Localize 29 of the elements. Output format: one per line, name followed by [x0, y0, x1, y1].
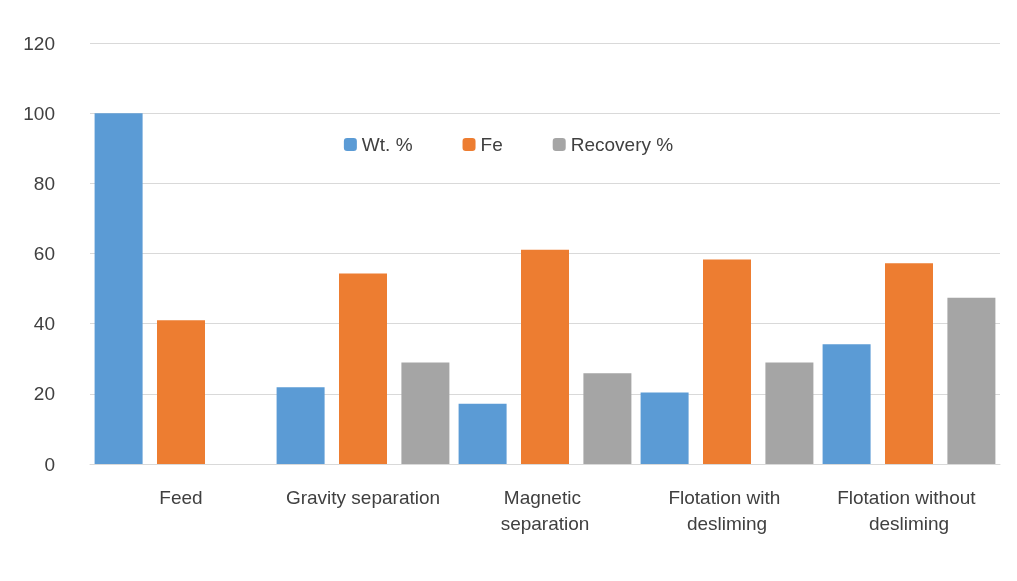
bar [947, 297, 996, 464]
bar [765, 362, 814, 464]
bar [703, 259, 751, 464]
x-tick-label: Gravity separation [285, 486, 441, 508]
bar [885, 263, 933, 464]
bar [458, 403, 507, 464]
y-tick-label: 20 [33, 383, 55, 405]
legend-label: Recovery % [570, 134, 674, 155]
x-tick-label: Feed [159, 486, 203, 508]
legend-label: Fe [480, 134, 503, 155]
y-tick-label: 40 [33, 313, 55, 335]
bar [583, 373, 632, 464]
bar [157, 320, 205, 464]
y-tick-label: 80 [33, 172, 55, 194]
bar [276, 387, 325, 464]
x-tick-label: Magnetic separation [500, 486, 590, 534]
x-tick-label: Flotation without desliming [837, 486, 981, 534]
y-tick-label: 120 [23, 32, 55, 54]
bar [521, 249, 569, 464]
y-tick-label: 0 [44, 453, 55, 475]
y-tick-label: 100 [23, 102, 55, 124]
bar [822, 344, 871, 464]
x-tick-label: Flotation with desliming [668, 486, 786, 534]
bar [640, 392, 689, 464]
legend-label: Wt. % [361, 134, 413, 155]
bar [94, 113, 143, 464]
bar [339, 273, 387, 464]
bar [401, 362, 450, 464]
y-tick-label: 60 [33, 243, 55, 264]
